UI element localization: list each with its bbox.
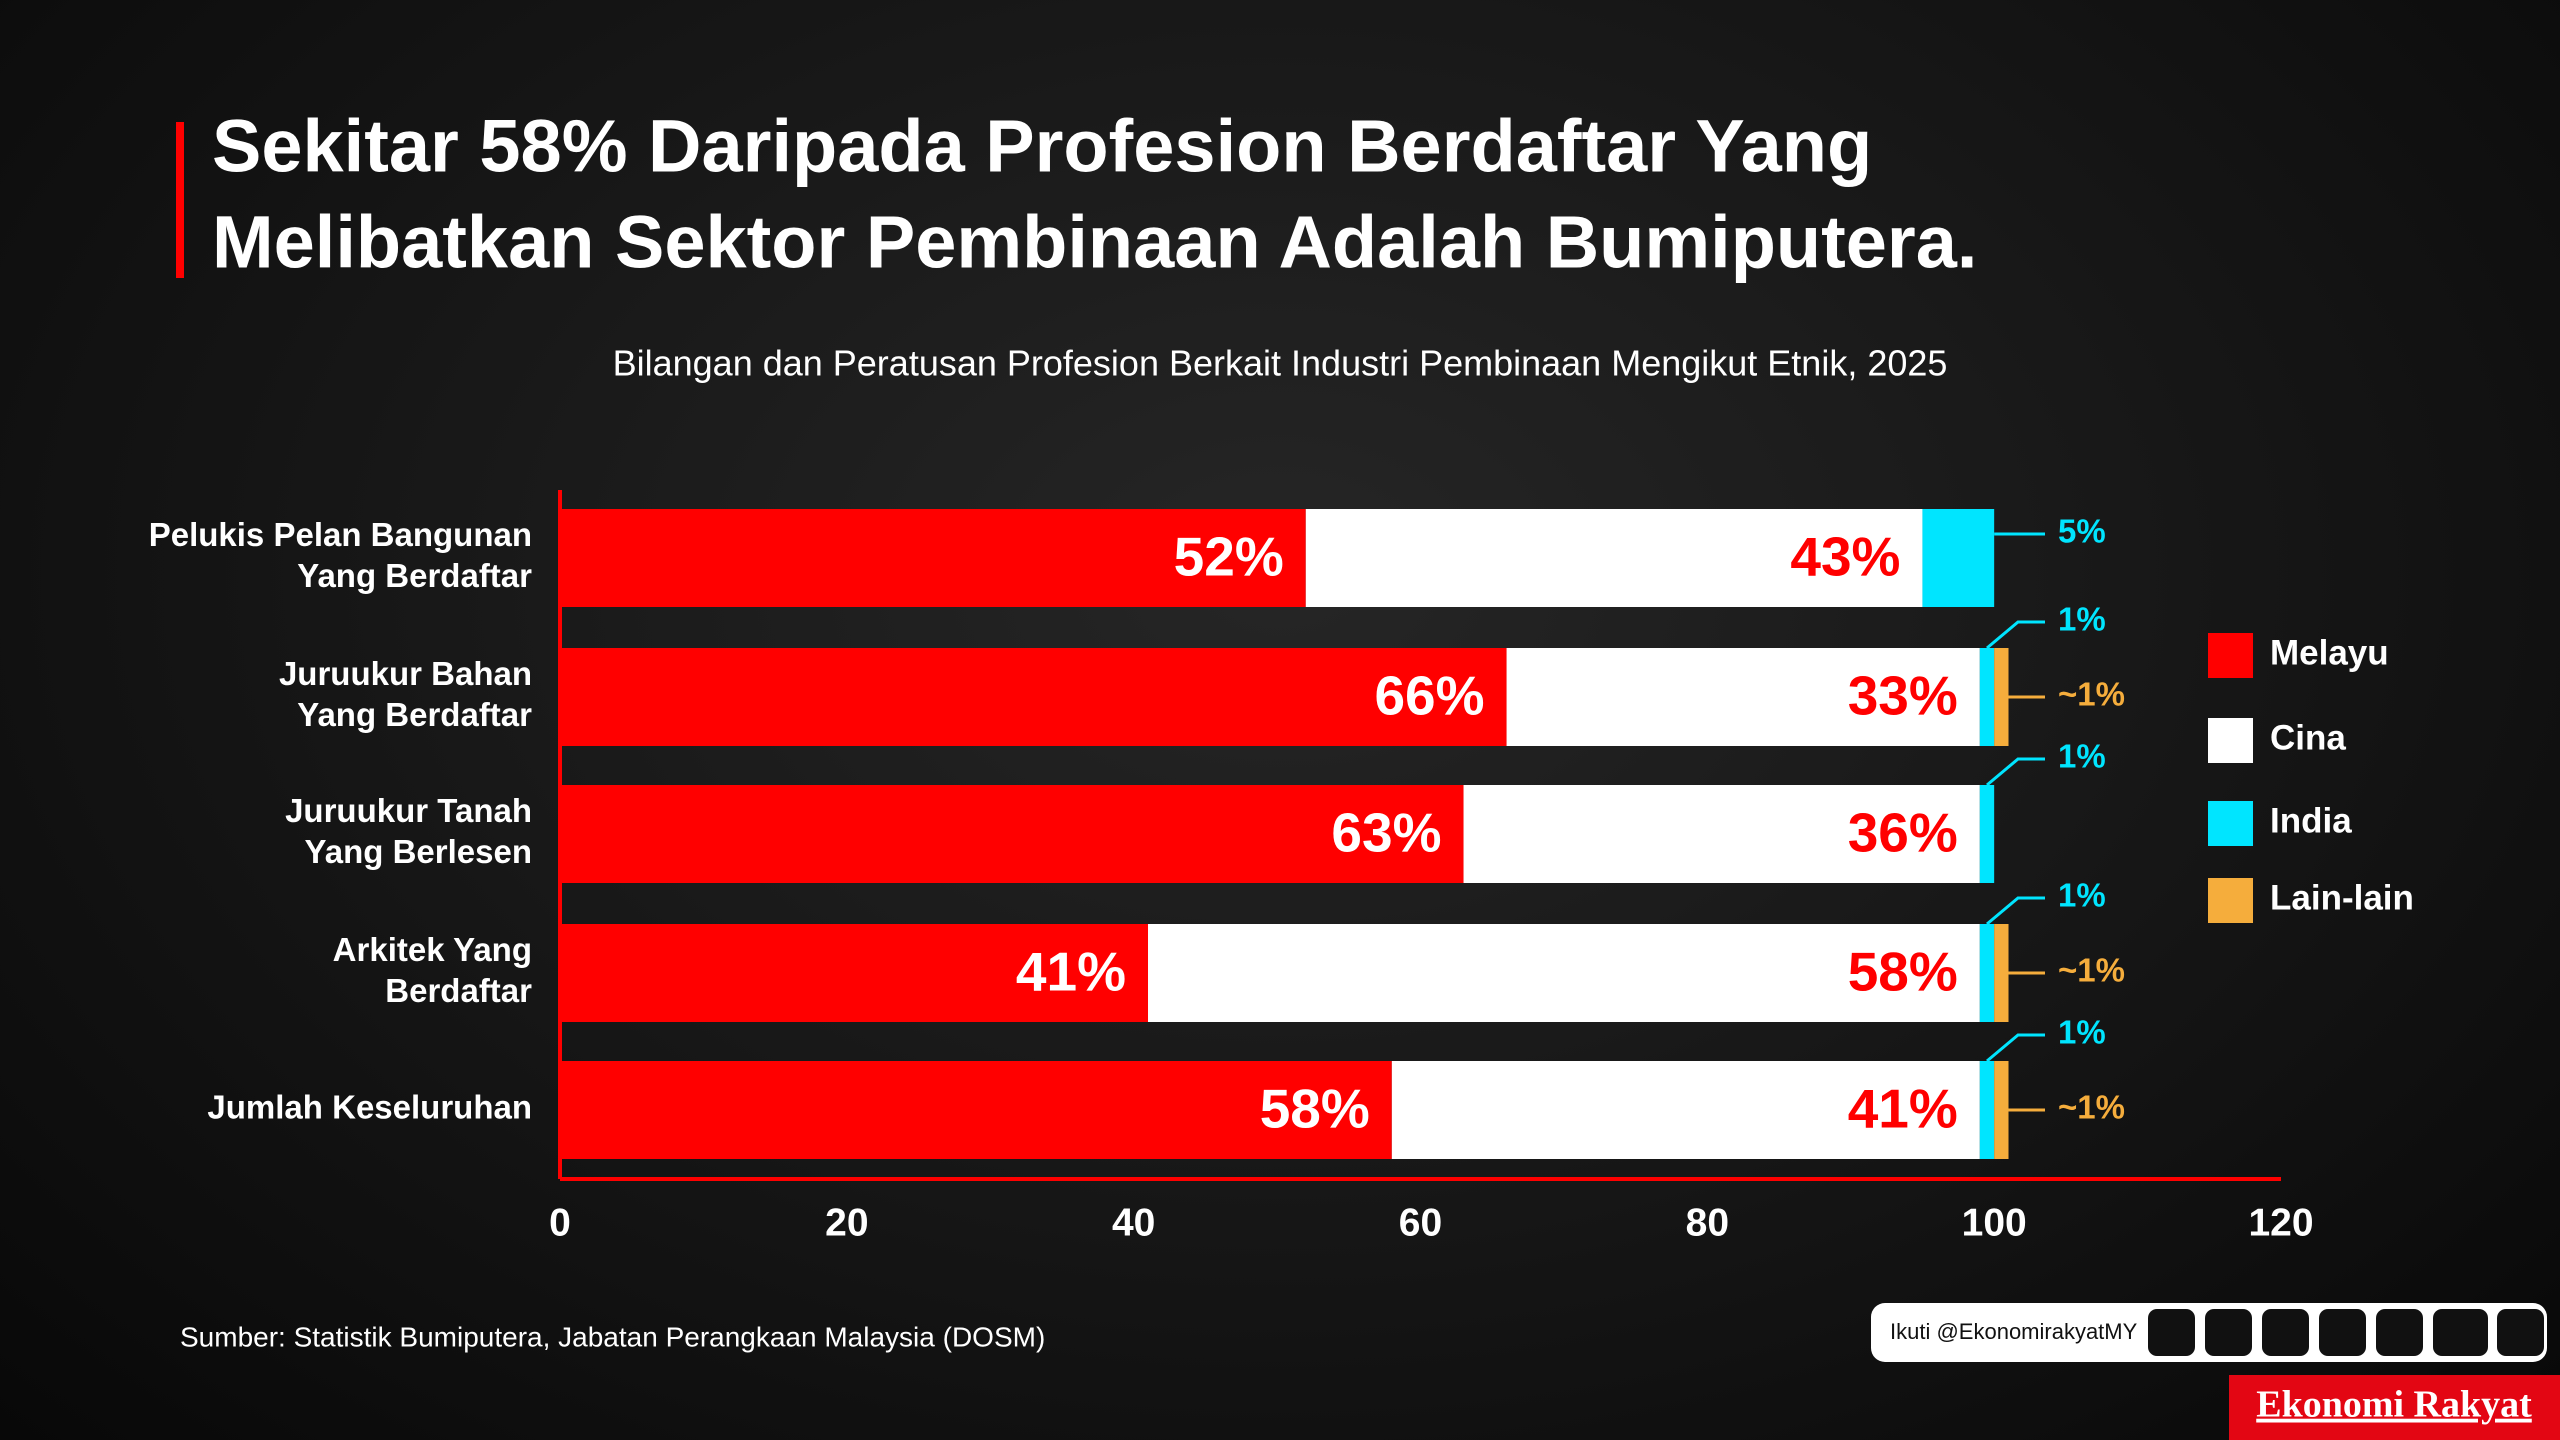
x-tick-label: 120 [2248,1201,2313,1244]
bar-segment [1148,924,1980,1022]
brand: Ekonomi Rakyat [2256,1384,2532,1426]
leader-line [1986,757,2045,787]
bar-segment [560,509,1306,607]
chart-subtitle: Bilangan dan Peratusan Profesion Berkait… [613,343,1948,384]
legend-label: Melayu [2270,633,2389,672]
legend-swatch [2208,878,2253,923]
social-handle: Ikuti @EkonomirakyatMY [1890,1319,2138,1344]
leader-line [1986,1033,2045,1063]
value-label: 1% [2058,738,2106,775]
social-icons [2148,1309,2544,1356]
value-label: ~1% [2058,952,2125,989]
bar-segment [1979,1061,1995,1159]
category-label: Yang Berlesen [305,833,532,870]
category-label: Berdaftar [385,972,532,1009]
x-tick-label: 0 [549,1201,571,1244]
category-label: Pelukis Pelan Bangunan [149,516,532,553]
category-label: Juruukur Tanah [285,792,532,829]
legend-swatch [2208,718,2253,763]
brand-box [2229,1375,2560,1440]
bar-segment [560,785,1464,883]
bar-segment [1922,509,1995,607]
bar-segment [1463,785,1980,883]
bar-segment [1994,1061,2009,1159]
category-label: Jumlah Keseluruhan [207,1089,532,1126]
bar-segment [1305,509,1923,607]
category-label: Arkitek Yang [333,931,532,968]
value-label: 5% [2058,513,2106,550]
bar-segment [560,648,1507,746]
x-tick-label: 100 [1962,1201,2027,1244]
leader-line [1986,620,2045,650]
bar-segment [1994,924,2009,1022]
category-label: Yang Berdaftar [297,557,532,594]
x-tick-label: 40 [1112,1201,1155,1244]
value-label: 66% [1374,665,1484,727]
value-label: ~1% [2058,676,2125,713]
legend-label: Lain-lain [2270,878,2414,917]
leader-line [1986,896,2045,926]
value-label: 1% [2058,601,2106,638]
value-label: 36% [1848,802,1958,864]
value-label: 63% [1331,802,1441,864]
bar-segment [1391,1061,1980,1159]
value-label: ~1% [2058,1089,2125,1126]
legend-label: India [2270,801,2352,840]
category-label: Juruukur Bahan [279,655,532,692]
value-label: 33% [1848,665,1958,727]
category-label: Yang Berdaftar [297,696,532,733]
value-label: 52% [1174,526,1284,588]
legend-swatch [2208,633,2253,678]
value-label: 1% [2058,877,2106,914]
title-accent [176,122,184,278]
x-tick-label: 60 [1399,1201,1442,1244]
x-tick-label: 20 [825,1201,868,1244]
value-label: 41% [1848,1078,1958,1140]
bar-segment [1979,924,1995,1022]
value-label: 1% [2058,1014,2106,1051]
bar-segment [1979,785,1995,883]
value-label: 41% [1016,941,1126,1003]
chart-title: Sekitar 58% Daripada Profesion Berdaftar… [212,105,1872,188]
value-label: 58% [1260,1078,1370,1140]
value-label: 58% [1848,941,1958,1003]
chart-title: Melibatkan Sektor Pembinaan Adalah Bumip… [212,201,1977,284]
bar-segment [560,924,1149,1022]
bar-segment [1979,648,1995,746]
value-label: 43% [1790,526,1900,588]
bar-segment [1506,648,1980,746]
bar-segment [1994,648,2009,746]
bar-segment [560,1061,1392,1159]
source: Sumber: Statistik Bumiputera, Jabatan Pe… [180,1321,1045,1352]
legend-label: Cina [2270,718,2346,757]
legend-swatch [2208,801,2253,846]
x-tick-label: 80 [1686,1201,1729,1244]
